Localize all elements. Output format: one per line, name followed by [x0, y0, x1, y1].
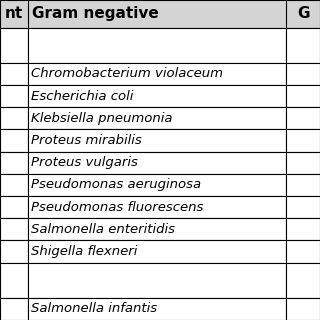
Bar [0, 263, 28, 298]
Text: G: G [297, 6, 309, 21]
Bar [286, 240, 320, 263]
Bar [286, 85, 320, 107]
Bar [28, 63, 286, 85]
Text: Salmonella enteritidis: Salmonella enteritidis [31, 223, 175, 236]
Bar [0, 152, 28, 174]
Bar [286, 63, 320, 85]
Bar [0, 85, 28, 107]
Bar [0, 130, 28, 152]
Text: Chromobacterium violaceum: Chromobacterium violaceum [31, 68, 223, 81]
Bar [28, 263, 286, 298]
Bar [0, 28, 28, 63]
Bar [28, 85, 286, 107]
Bar [0, 218, 28, 240]
Text: Gram negative: Gram negative [32, 6, 159, 21]
Text: Salmonella infantis: Salmonella infantis [31, 302, 157, 316]
Text: Pseudomonas fluorescens: Pseudomonas fluorescens [31, 201, 204, 214]
Bar [28, 298, 286, 320]
Text: Shigella flexneri: Shigella flexneri [31, 245, 137, 258]
Bar [28, 240, 286, 263]
Bar [28, 218, 286, 240]
Bar [0, 298, 28, 320]
Bar [28, 28, 286, 63]
Bar [28, 130, 286, 152]
Bar [28, 174, 286, 196]
Text: Proteus vulgaris: Proteus vulgaris [31, 156, 138, 169]
Bar [0, 107, 28, 130]
Bar [286, 107, 320, 130]
Text: nt: nt [5, 6, 23, 21]
Bar [0, 63, 28, 85]
Bar [0, 196, 28, 218]
Text: Klebsiella pneumonia: Klebsiella pneumonia [31, 112, 172, 125]
Bar [0, 0, 320, 28]
Text: Proteus mirabilis: Proteus mirabilis [31, 134, 142, 147]
Bar [286, 218, 320, 240]
Bar [286, 196, 320, 218]
Bar [286, 152, 320, 174]
Bar [28, 152, 286, 174]
Bar [286, 298, 320, 320]
Bar [28, 107, 286, 130]
Bar [286, 263, 320, 298]
Text: Escherichia coli: Escherichia coli [31, 90, 133, 103]
Text: Pseudomonas aeruginosa: Pseudomonas aeruginosa [31, 179, 201, 191]
Bar [0, 240, 28, 263]
Bar [286, 174, 320, 196]
Bar [286, 28, 320, 63]
Bar [0, 174, 28, 196]
Bar [28, 196, 286, 218]
Bar [286, 130, 320, 152]
